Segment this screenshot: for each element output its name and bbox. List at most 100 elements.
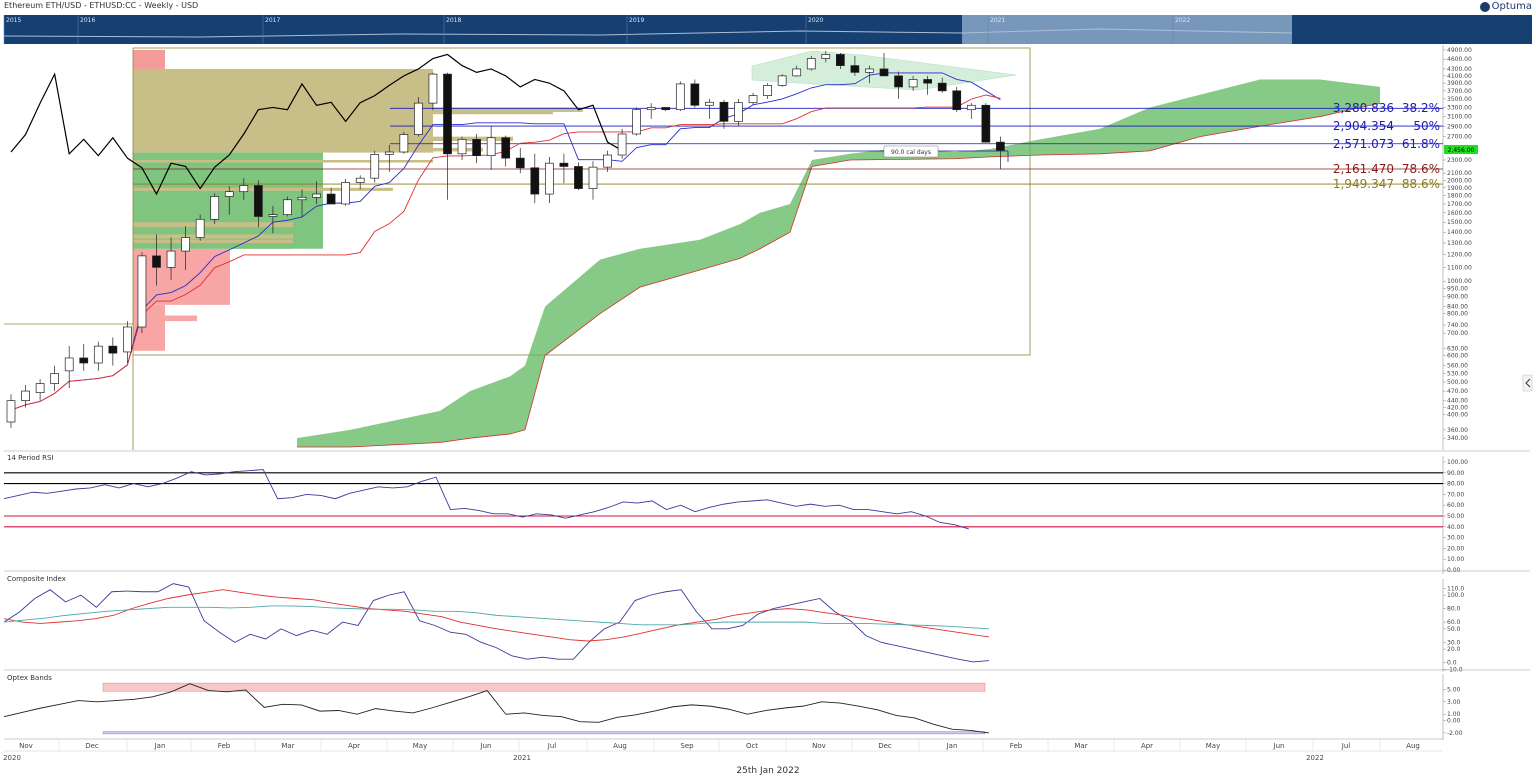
month-label: Feb <box>1010 742 1023 750</box>
fib-level-percent: 61.8% <box>1401 136 1440 151</box>
fib-level-label: 2,571.073 61.8% <box>1333 137 1440 151</box>
price-candle <box>384 144 394 172</box>
panel-axis-label: 5.00 <box>1447 686 1461 693</box>
price-candle <box>544 156 554 204</box>
candle-body <box>705 101 714 106</box>
month-label: Nov <box>812 742 826 750</box>
panel-axis-label: 60.0 <box>1447 619 1461 626</box>
fib-level-percent: 78.6% <box>1401 162 1440 177</box>
price-candle <box>312 181 321 204</box>
fib-level-label: 3,280.836 38.2% <box>1333 101 1440 115</box>
price-candle <box>370 150 380 183</box>
candle-body <box>632 109 642 135</box>
price-candle <box>399 131 409 154</box>
price-candle <box>166 237 176 280</box>
price-candle <box>748 92 758 105</box>
candle-body <box>268 214 278 217</box>
panel-axis-label: 30.0 <box>1447 639 1461 646</box>
candle-body <box>283 199 292 215</box>
composite-series-line <box>3 605 990 630</box>
fib-level-value: 2,904.354 <box>1332 119 1394 134</box>
panel-axis-label: 40.00 <box>1447 524 1464 531</box>
month-label: Aug <box>1406 742 1420 750</box>
price-candle <box>835 52 845 69</box>
price-candle <box>428 72 438 111</box>
month-label: May <box>1206 742 1220 750</box>
price-axis-label: 420.00 <box>1447 404 1468 411</box>
price-candle <box>6 394 16 428</box>
price-axis-label: 400.00 <box>1447 412 1468 419</box>
optuma-logo-icon <box>1479 1 1490 12</box>
fib-level-label: 2,904.354 50% <box>1333 119 1440 133</box>
price-candle <box>603 150 612 172</box>
tenkan-sen-line <box>10 72 1001 411</box>
rsi-panel[interactable]: 14 Period RSI 100.00 90.00 80.00 70.00 60.00… <box>3 450 1530 574</box>
price-candle <box>966 103 976 119</box>
candle-body <box>79 357 89 364</box>
composite-panel-title: Composite Index <box>7 575 66 583</box>
price-candle <box>705 98 714 119</box>
optex-lower-band <box>102 731 986 735</box>
measurement-annotation[interactable]: 90.0 cal days <box>814 145 1009 162</box>
collapse-handle-box <box>1522 374 1533 392</box>
candle-body <box>501 137 511 159</box>
volume-profile-bar <box>133 152 323 249</box>
candle-body <box>254 185 263 217</box>
price-candle <box>894 71 903 99</box>
year-label: 2021 <box>513 754 531 762</box>
price-axis-label: 340.00 <box>1447 435 1468 442</box>
price-candle <box>806 56 816 71</box>
candle-body <box>224 191 234 197</box>
fib-level-label: 1,949.347 88.6% <box>1333 177 1440 191</box>
collapse-handle[interactable] <box>1522 374 1533 392</box>
candle-body <box>966 104 976 111</box>
optex-panel[interactable]: Optex Bands 5.00 3.00 1.000.00 -2.00 <box>3 669 1530 740</box>
price-candle <box>719 99 729 129</box>
optex-upper-band <box>102 682 986 692</box>
price-candle <box>195 214 205 241</box>
month-label: Sep <box>680 742 694 750</box>
panel-axis-label: -2.00 <box>1447 730 1463 737</box>
price-candle <box>21 384 30 408</box>
candle-body <box>428 73 438 104</box>
candle-body <box>108 345 118 354</box>
panel-axis-label: 110.0 <box>1447 585 1464 592</box>
price-candle <box>530 153 540 204</box>
price-candle <box>254 180 263 228</box>
date-navigator[interactable]: 2015 2016 2017 2018 2019 2020 2021 2022 <box>3 15 1532 44</box>
candle-body <box>399 134 409 153</box>
month-label: May <box>413 742 427 750</box>
price-panel[interactable]: 4900.00 4600.00 4300.004100.003900.003700.… <box>4 45 1478 450</box>
candle-body <box>719 101 729 122</box>
composite-series-line <box>3 583 990 663</box>
price-axis-label: 500.00 <box>1447 379 1468 386</box>
price-candle <box>472 133 481 164</box>
price-axis-label: 4600.00 <box>1447 56 1472 63</box>
cloud-lower-span <box>297 102 1381 448</box>
candle-body <box>806 58 816 70</box>
price-axis-label: 2100.00 <box>1447 170 1472 177</box>
month-label: Aug <box>613 742 627 750</box>
price-candle <box>326 187 336 205</box>
price-candle <box>632 107 642 136</box>
panel-axis-label: 50.0 <box>1447 626 1461 633</box>
price-candle <box>486 126 496 170</box>
price-axis-label: 440.00 <box>1447 398 1468 405</box>
price-axis-label: 600.00 <box>1447 353 1468 360</box>
candle-body <box>355 177 365 183</box>
candle-body <box>646 107 656 111</box>
month-label: Jan <box>946 742 958 750</box>
navigator-year-label: 2022 <box>1175 17 1190 24</box>
panel-axis-label: 70.00 <box>1447 491 1464 498</box>
time-axis[interactable]: Nov Dec Jan Feb Mar Apr May Jun Jul Aug Sep Oct Nov D… <box>0 738 1443 762</box>
price-candle <box>239 178 249 200</box>
candle-body <box>515 157 525 169</box>
panel-axis-label: 80.00 <box>1447 481 1464 488</box>
price-axis-label: 1500.00 <box>1447 219 1472 226</box>
optex-panel-title: Optex Bands <box>7 674 52 682</box>
price-axis-label: 360.00 <box>1447 427 1468 434</box>
candle-body <box>996 141 1005 151</box>
price-axis-label: 3100.00 <box>1447 114 1472 121</box>
